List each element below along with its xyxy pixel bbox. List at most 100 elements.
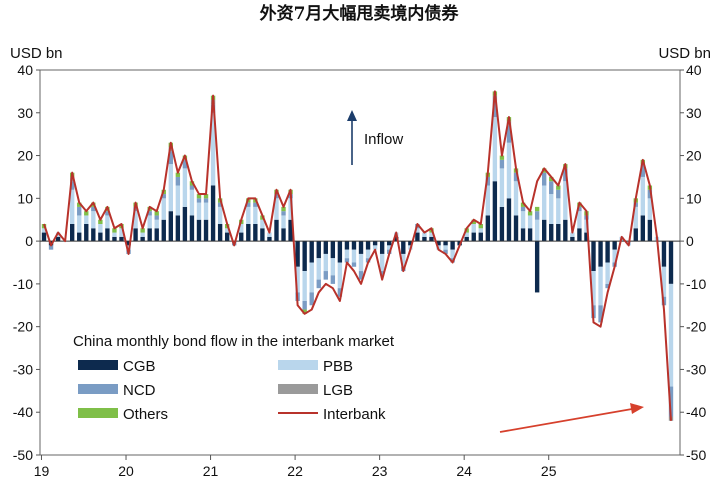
bar-pbb-23 [203,202,209,220]
y-tick-label-right: -50 [686,447,706,463]
bar-cgb-55 [429,236,434,242]
bar-cgb-49 [387,241,392,246]
bar-pbb-9 [105,215,110,229]
y-tick-label-right: -40 [686,404,706,420]
bar-pbb-66 [506,142,512,199]
bar-pbb-22 [196,202,202,220]
bar-pbb-33 [274,198,279,220]
legend-label-lgb: LGB [323,382,353,399]
bar-pbb-62 [478,228,483,233]
bar-pbb-7 [91,211,96,229]
bar-pbb-30 [253,206,258,224]
legend-label-ncd: NCD [123,382,156,399]
bar-pbb-24 [210,112,216,186]
y-tick-label-right: 0 [686,233,694,249]
bar-cgb-11 [119,236,124,242]
bar-ncd-64 [492,99,498,118]
bar-ncd-9 [105,211,110,216]
y-axis-label-left: USD bn [10,45,63,62]
y-tick-label-left: -20 [13,319,33,335]
plot-frame [39,69,681,456]
bar-layer [41,91,674,421]
bar-pbb-18 [168,164,173,212]
bar-ncd-80 [605,283,610,289]
bar-pbb-45 [358,253,364,272]
bar-cgb-10 [112,236,117,242]
bar-cgb-64 [492,181,498,242]
bar-cgb-16 [154,228,159,242]
bar-pbb-68 [520,211,526,229]
axes: 40 40 30 30 20 20 10 10 0 0 -10 -10 -20 -20 -30 -30 -40 -… [13,62,707,479]
bar-cgb-85 [640,215,646,242]
bar-pbb-44 [351,249,357,263]
bar-cgb-43 [344,241,350,250]
bar-ncd-45 [358,271,364,280]
bar-others-8 [98,219,103,224]
bar-others-65 [499,155,505,160]
bar-cgb-58 [450,241,455,250]
bar-cgb-36 [295,241,300,267]
bar-pbb-81 [612,249,617,263]
bar-others-68 [520,202,526,207]
bar-pbb-29 [246,206,251,224]
bar-cgb-9 [105,228,110,242]
x-tick-label-20: 20 [118,463,134,479]
bar-cgb-62 [478,232,483,242]
y-tick-label-left: 10 [17,190,33,206]
bar-cgb-86 [647,219,653,242]
bar-pbb-78 [591,271,596,306]
bar-cgb-79 [598,241,603,267]
bar-pbb-89 [668,283,674,387]
bar-pbb-5 [77,215,82,233]
bar-ncd-41 [330,275,336,284]
bar-cgb-46 [365,241,371,250]
bar-cgb-6 [84,224,89,242]
bar-pbb-47 [372,245,378,250]
bar-pbb-67 [513,181,519,216]
bar-ncd-73 [556,189,561,199]
bar-pbb-14 [140,232,145,237]
bar-cgb-17 [161,219,166,242]
highlight-arrow-shaft [499,408,633,433]
bar-cgb-35 [288,219,293,242]
bar-pbb-17 [161,198,166,220]
bar-ncd-23 [203,198,209,203]
bar-ncd-67 [513,172,519,182]
bar-pbb-54 [422,232,427,237]
bar-ncd-33 [274,194,279,199]
bar-cgb-69 [527,228,533,242]
bar-pbb-28 [239,224,244,233]
bar-cgb-63 [485,215,491,242]
bar-cgb-37 [302,241,307,272]
bar-pbb-26 [224,228,230,233]
bar-pbb-19 [175,185,181,216]
y-tick-label-left: 20 [17,148,33,164]
bar-cgb-28 [239,232,244,242]
bar-cgb-32 [267,236,272,242]
bar-pbb-88 [661,266,667,297]
bar-ncd-4 [70,181,75,190]
bar-pbb-13 [133,211,138,229]
bar-cgb-89 [668,241,674,284]
bar-cgb-21 [189,215,195,242]
y-tick-label-left: -30 [13,361,33,377]
bar-pbb-48 [379,253,385,272]
highlight-arrow [499,403,644,433]
bar-ncd-15 [147,211,152,216]
bar-others-5 [77,202,82,207]
bar-cgb-34 [281,228,286,242]
bar-cgb-56 [436,241,441,246]
bar-others-37 [302,309,307,314]
bar-cgb-66 [506,198,512,242]
bar-pbb-16 [154,219,159,229]
bar-pbb-60 [464,232,469,237]
legend-swatch-ncd [78,384,118,394]
bar-cgb-65 [499,206,505,242]
bar-ncd-17 [161,194,166,199]
bar-others-34 [281,206,286,212]
bar-others-69 [527,211,533,216]
bar-ncd-34 [281,211,286,216]
bar-pbb-72 [549,194,554,224]
bar-ncd-16 [154,215,159,220]
